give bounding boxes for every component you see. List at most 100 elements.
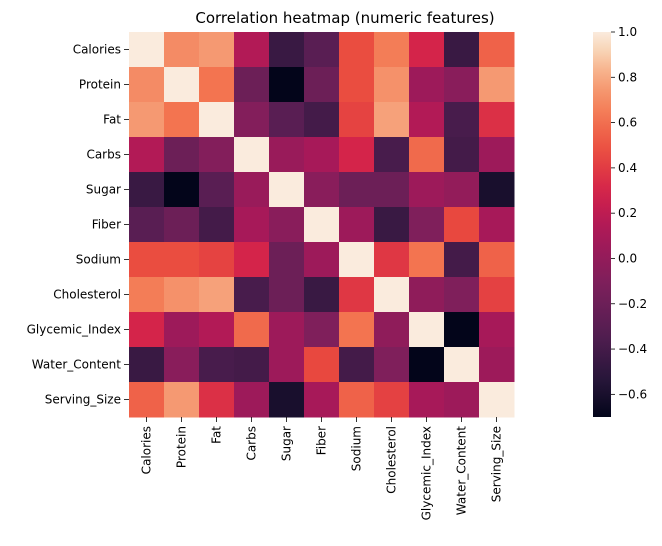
x-tick-label-protein: Protein — [175, 426, 189, 468]
heatmap-cell-calories-carbs — [234, 32, 270, 68]
heatmap-cell-cholesterol-protein — [164, 277, 200, 313]
heatmap-cell-sodium-fiber — [304, 242, 340, 278]
heatmap-cell-calories-protein — [164, 32, 200, 68]
y-tick-label-fat: Fat — [103, 113, 121, 127]
heatmap-cell-fiber-fat — [199, 207, 235, 243]
heatmap-cell-cholesterol-sugar — [269, 277, 305, 313]
heatmap-cell-carbs-serving_size — [479, 137, 515, 173]
heatmap-cell-sodium-sodium — [339, 242, 375, 278]
colorbar-tick-label: −0.2 — [618, 297, 647, 311]
x-tick-label-fat: Fat — [210, 426, 224, 444]
y-tick-label-sodium: Sodium — [76, 253, 121, 267]
heatmap-cell-glycemic_index-protein — [164, 312, 200, 348]
heatmap-cell-sugar-fiber — [304, 172, 340, 208]
heatmap-cell-fiber-glycemic_index — [409, 207, 445, 243]
heatmap-cell-serving_size-protein — [164, 382, 200, 418]
heatmap-cell-glycemic_index-fat — [199, 312, 235, 348]
heatmap-cell-glycemic_index-calories — [129, 312, 165, 348]
y-tick-label-sugar: Sugar — [86, 183, 121, 197]
heatmap-cell-glycemic_index-serving_size — [479, 312, 515, 348]
x-tick-label-fiber: Fiber — [315, 426, 329, 455]
heatmap-cell-fat-water_content — [444, 102, 480, 138]
heatmap-cell-fat-cholesterol — [374, 102, 410, 138]
heatmap-cell-serving_size-fiber — [304, 382, 340, 418]
colorbar-tick-label: 0.8 — [618, 70, 637, 84]
heatmap-cell-serving_size-glycemic_index — [409, 382, 445, 418]
colorbar-tick-label: 0.0 — [618, 251, 637, 265]
colorbar-tick-label: 0.6 — [618, 116, 637, 130]
heatmap-cell-calories-calories — [129, 32, 165, 68]
heatmap-cell-protein-serving_size — [479, 67, 515, 103]
heatmap-cell-protein-protein — [164, 67, 200, 103]
heatmap-cell-sugar-sugar — [269, 172, 305, 208]
heatmap-cell-water_content-fiber — [304, 347, 340, 383]
heatmap-cell-sugar-protein — [164, 172, 200, 208]
heatmap-cell-fiber-fiber — [304, 207, 340, 243]
heatmap-cell-carbs-fat — [199, 137, 235, 173]
heatmap-cell-protein-carbs — [234, 67, 270, 103]
y-tick-label-calories: Calories — [73, 43, 121, 57]
x-tick-label-sodium: Sodium — [350, 426, 364, 471]
heatmap-cell-calories-serving_size — [479, 32, 515, 68]
heatmap-cell-sodium-cholesterol — [374, 242, 410, 278]
colorbar-tick-label: −0.6 — [618, 387, 647, 401]
y-tick-label-serving_size: Serving_Size — [45, 393, 121, 407]
heatmap-cell-glycemic_index-carbs — [234, 312, 270, 348]
heatmap-cell-carbs-sodium — [339, 137, 375, 173]
heatmap-cell-protein-sugar — [269, 67, 305, 103]
heatmap-cell-fat-glycemic_index — [409, 102, 445, 138]
y-tick-label-carbs: Carbs — [86, 148, 121, 162]
x-tick-label-calories: Calories — [140, 426, 154, 474]
heatmap-cell-sodium-serving_size — [479, 242, 515, 278]
x-tick-label-carbs: Carbs — [245, 426, 259, 461]
heatmap-cell-carbs-fiber — [304, 137, 340, 173]
heatmap-cell-fat-calories — [129, 102, 165, 138]
y-tick-label-protein: Protein — [79, 78, 121, 92]
heatmap-cell-carbs-sugar — [269, 137, 305, 173]
y-tick-label-water_content: Water_Content — [32, 358, 121, 372]
heatmap-cell-cholesterol-fat — [199, 277, 235, 313]
heatmap-cell-sodium-protein — [164, 242, 200, 278]
heatmap-cell-calories-sodium — [339, 32, 375, 68]
heatmap-cell-fat-carbs — [234, 102, 270, 138]
heatmap-cell-fiber-water_content — [444, 207, 480, 243]
heatmap-cell-fiber-calories — [129, 207, 165, 243]
heatmap-cell-calories-fiber — [304, 32, 340, 68]
colorbar: 1.0 0.8 0.6 0.4 0.2 0.0 −0.2 −0.4 −0.6 — [593, 25, 647, 417]
y-axis: Calories Protein Fat Carbs Sugar Fiber Sodium C… — [27, 43, 129, 407]
heatmap-cell-glycemic_index-fiber — [304, 312, 340, 348]
y-tick-label-glycemic_index: Glycemic_Index — [27, 323, 121, 337]
colorbar-gradient — [593, 32, 611, 417]
x-axis: Calories Protein Fat Carbs Sugar Fiber Sodium C… — [140, 417, 504, 520]
colorbar-tick-label: 1.0 — [618, 25, 637, 39]
heatmap-cell-water_content-carbs — [234, 347, 270, 383]
heatmap-cell-fat-sodium — [339, 102, 375, 138]
y-tick-label-fiber: Fiber — [92, 218, 121, 232]
heatmap-cell-protein-fiber — [304, 67, 340, 103]
x-tick-label-cholesterol: Cholesterol — [385, 426, 399, 494]
heatmap-cell-cholesterol-carbs — [234, 277, 270, 313]
heatmap-cell-fiber-sugar — [269, 207, 305, 243]
heatmap-cell-sugar-sodium — [339, 172, 375, 208]
heatmap-cell-protein-fat — [199, 67, 235, 103]
heatmap-cells — [129, 32, 515, 418]
heatmap-cell-water_content-cholesterol — [374, 347, 410, 383]
heatmap-cell-water_content-glycemic_index — [409, 347, 445, 383]
heatmap-cell-protein-water_content — [444, 67, 480, 103]
heatmap-cell-sugar-water_content — [444, 172, 480, 208]
heatmap-cell-sugar-serving_size — [479, 172, 515, 208]
heatmap-cell-protein-calories — [129, 67, 165, 103]
heatmap-cell-sodium-water_content — [444, 242, 480, 278]
heatmap-cell-calories-sugar — [269, 32, 305, 68]
heatmap-cell-glycemic_index-cholesterol — [374, 312, 410, 348]
heatmap-cell-calories-cholesterol — [374, 32, 410, 68]
heatmap-cell-carbs-protein — [164, 137, 200, 173]
colorbar-tick-label: 0.4 — [618, 161, 637, 175]
heatmap-cell-water_content-fat — [199, 347, 235, 383]
x-tick-label-water_content: Water_Content — [455, 426, 469, 515]
heatmap-cell-serving_size-calories — [129, 382, 165, 418]
heatmap-cell-water_content-sugar — [269, 347, 305, 383]
heatmap-cell-water_content-sodium — [339, 347, 375, 383]
heatmap-cell-carbs-glycemic_index — [409, 137, 445, 173]
